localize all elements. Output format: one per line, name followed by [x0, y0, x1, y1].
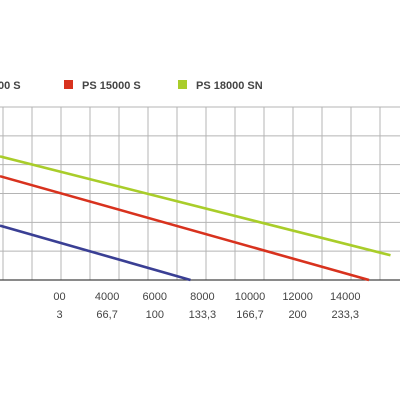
x-tick-label: 00 — [53, 291, 65, 303]
legend-item: 00 S — [0, 80, 21, 92]
secondary-tick-label: 133,3 — [189, 309, 217, 321]
chart-grid — [0, 106, 400, 281]
legend-label: PS 15000 S — [82, 80, 141, 92]
chart-series — [0, 155, 391, 282]
series-line — [0, 224, 191, 282]
x-tick-label: 4000 — [95, 291, 119, 303]
series-line — [0, 174, 370, 282]
series-line — [0, 155, 391, 257]
x-tick-label: 14000 — [330, 291, 361, 303]
x-tick-label: 10000 — [235, 291, 266, 303]
secondary-tick-label: 100 — [146, 309, 164, 321]
secondary-tick-label: 166,7 — [236, 309, 264, 321]
secondary-tick-label: 66,7 — [96, 309, 117, 321]
x-tick-label: 6000 — [143, 291, 167, 303]
x-axis-tick-labels: 00 4000 6000 8000 10000 12000 14000 — [53, 291, 360, 303]
x-tick-label: 12000 — [282, 291, 313, 303]
legend: 00 S PS 15000 S PS 18000 SN — [0, 80, 263, 92]
legend-item: PS 15000 S — [64, 80, 141, 92]
secondary-tick-label: 233,3 — [331, 309, 359, 321]
secondary-axis-tick-labels: 3 66,7 100 133,3 166,7 200 233,3 — [56, 309, 359, 321]
secondary-tick-label: 200 — [288, 309, 306, 321]
legend-swatch — [178, 80, 187, 89]
legend-label: 00 S — [0, 80, 21, 92]
secondary-tick-label: 3 — [56, 309, 62, 321]
x-tick-label: 8000 — [190, 291, 214, 303]
legend-swatch — [64, 80, 73, 89]
legend-item: PS 18000 SN — [178, 80, 263, 92]
legend-label: PS 18000 SN — [196, 80, 263, 92]
